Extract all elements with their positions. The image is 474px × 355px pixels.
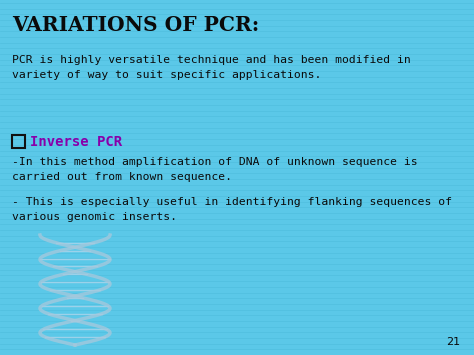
Text: -In this method amplification of DNA of unknown sequence is
carried out from kno: -In this method amplification of DNA of … [12,157,418,182]
Text: Inverse PCR: Inverse PCR [30,135,122,149]
Text: - This is especially useful in identifying flanking sequences of
various genomic: - This is especially useful in identifyi… [12,197,452,222]
Text: VARIATIONS OF PCR:: VARIATIONS OF PCR: [12,15,259,35]
Text: PCR is highly versatile technique and has been modified in
variety of way to sui: PCR is highly versatile technique and ha… [12,55,411,80]
Text: 21: 21 [446,337,460,347]
